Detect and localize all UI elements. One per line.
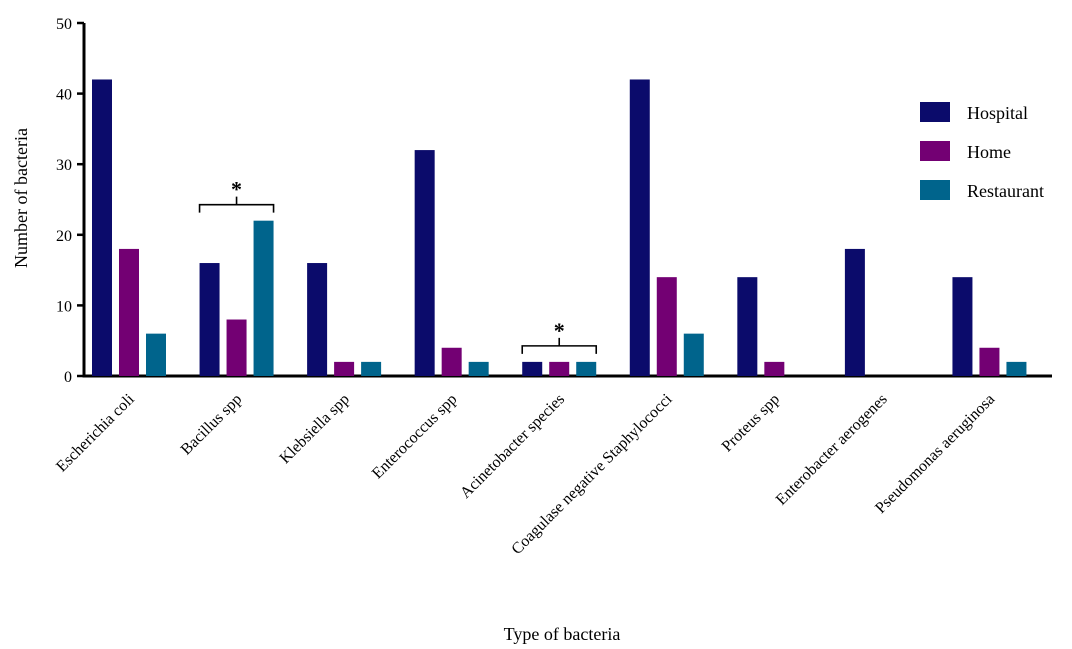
x-tick-label: Bacillus spp — [178, 391, 246, 459]
significance-bracket — [521, 337, 598, 354]
y-tick-label: 30 — [56, 157, 72, 174]
bar-restaurant-klebsiella-spp — [361, 361, 382, 376]
bar-restaurant-pseudomonas-aeruginosa — [1006, 361, 1027, 376]
legend-label-restaurant: Restaurant — [967, 181, 1044, 201]
bar-hospital-escherichia-coli — [92, 79, 112, 376]
x-tick-label: Klebsiella spp — [277, 391, 353, 467]
bar-home-coagulase-negative-staphylococci — [656, 277, 677, 376]
legend-swatch-restaurant — [920, 180, 950, 200]
bar-home-bacillus-spp — [226, 319, 247, 376]
x-axis-title: Type of bacteria — [504, 624, 621, 644]
bar-restaurant-coagulase-negative-staphylococci — [683, 333, 704, 376]
bar-home-enterococcus-spp — [441, 347, 462, 376]
bar-restaurant-enterococcus-spp — [468, 361, 489, 376]
x-axis: Escherichia coli Bacillus spp Klebsiella s… — [53, 374, 1052, 558]
significance-asterisk: * — [231, 177, 242, 202]
bar-hospital-proteus-spp — [737, 277, 758, 376]
y-tick-label: 0 — [64, 369, 72, 386]
bar-restaurant-acinetobacter-species — [576, 361, 597, 376]
bar-home-pseudomonas-aeruginosa — [979, 347, 1000, 376]
significance-annotations: ** — [198, 177, 598, 354]
bar-restaurant-escherichia-coli — [146, 333, 166, 376]
y-axis: 0 10 20 30 40 50 — [56, 16, 86, 386]
y-tick-label: 10 — [56, 298, 72, 315]
bar-hospital-acinetobacter-species — [522, 361, 543, 376]
significance-bracket — [198, 196, 275, 213]
significance-asterisk: * — [554, 318, 565, 343]
legend-label-hospital: Hospital — [967, 103, 1028, 123]
y-tick-label: 40 — [56, 87, 72, 104]
bar-hospital-enterococcus-spp — [414, 150, 435, 376]
legend-swatch-home — [920, 141, 950, 161]
x-tick-label: Enterobacter aerogenes — [773, 391, 891, 509]
y-axis-title: Number of bacteria — [11, 128, 31, 268]
y-tick-label: 50 — [56, 16, 72, 33]
x-tick-label: Acinetobacter species — [457, 391, 568, 502]
bar-hospital-bacillus-spp — [199, 263, 220, 376]
bar-hospital-klebsiella-spp — [307, 263, 328, 376]
y-tick-label: 20 — [56, 228, 72, 245]
bar-home-proteus-spp — [764, 361, 785, 376]
legend-swatch-hospital — [920, 102, 950, 122]
bar-home-escherichia-coli — [119, 248, 139, 376]
bars — [92, 79, 1027, 376]
legend: Hospital Home Restaurant — [920, 102, 1044, 201]
bar-hospital-pseudomonas-aeruginosa — [952, 277, 973, 376]
x-tick-label: Proteus spp — [719, 391, 784, 456]
bar-hospital-enterobacter-aerogenes — [844, 248, 865, 376]
legend-label-home: Home — [967, 142, 1011, 162]
bar-home-klebsiella-spp — [334, 361, 355, 376]
x-tick-label: Pseudomonas aeruginosa — [872, 391, 998, 517]
x-tick-label: Escherichia coli — [53, 390, 138, 475]
bar-home-acinetobacter-species — [549, 361, 570, 376]
bar-restaurant-bacillus-spp — [253, 220, 274, 376]
bar-hospital-coagulase-negative-staphylococci — [629, 79, 650, 376]
x-tick-label: Enterococcus spp — [369, 391, 461, 483]
